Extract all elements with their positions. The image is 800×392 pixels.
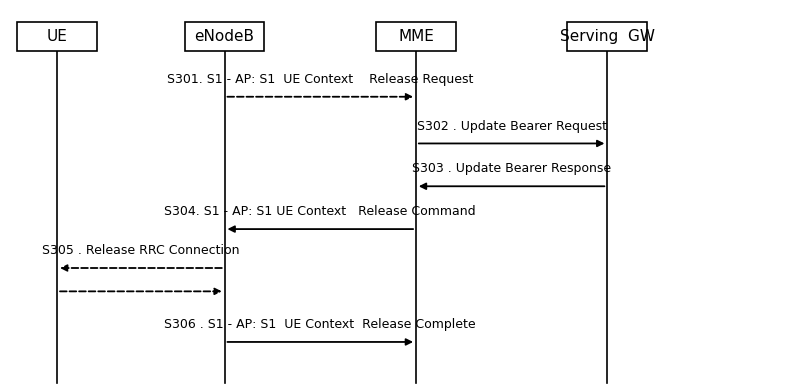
FancyBboxPatch shape: [567, 22, 647, 51]
FancyBboxPatch shape: [376, 22, 456, 51]
Text: S304. S1 - AP: S1 UE Context   Release Command: S304. S1 - AP: S1 UE Context Release Com…: [165, 205, 476, 218]
Text: MME: MME: [398, 29, 434, 44]
Text: S306 . S1 - AP: S1  UE Context  Release Complete: S306 . S1 - AP: S1 UE Context Release Co…: [165, 318, 476, 331]
FancyBboxPatch shape: [18, 22, 97, 51]
Text: S302 . Update Bearer Request: S302 . Update Bearer Request: [417, 120, 606, 132]
Text: Serving  GW: Serving GW: [560, 29, 654, 44]
Text: S303 . Update Bearer Response: S303 . Update Bearer Response: [412, 162, 611, 175]
Text: S305 . Release RRC Connection: S305 . Release RRC Connection: [42, 244, 240, 257]
Text: eNodeB: eNodeB: [194, 29, 254, 44]
FancyBboxPatch shape: [185, 22, 265, 51]
Text: S301. S1 - AP: S1  UE Context    Release Request: S301. S1 - AP: S1 UE Context Release Req…: [167, 73, 474, 86]
Text: UE: UE: [46, 29, 68, 44]
